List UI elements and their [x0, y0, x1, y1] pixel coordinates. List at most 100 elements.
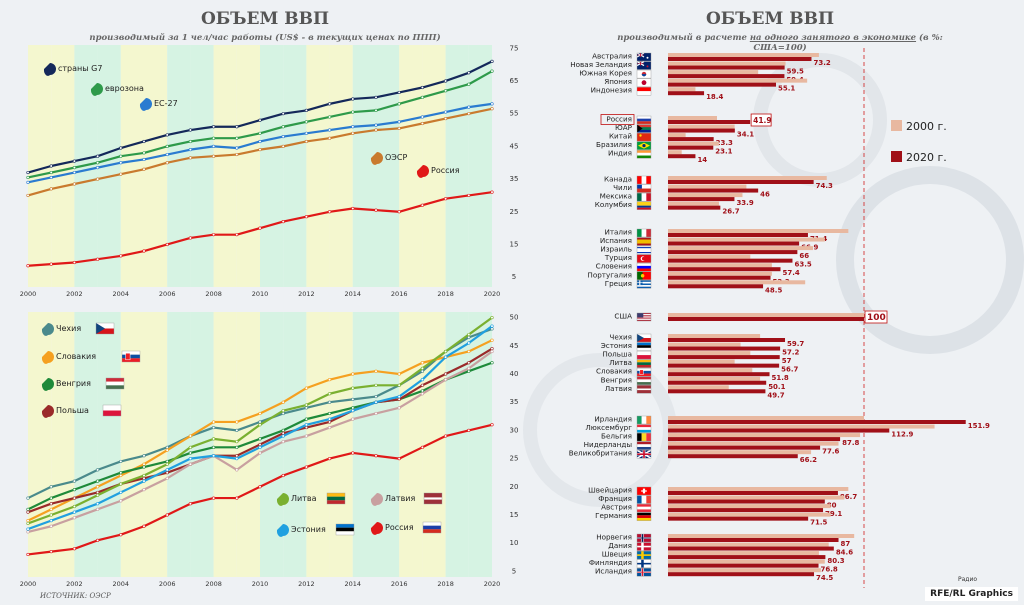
data-point-cz [351, 397, 355, 401]
data-point-ru [119, 533, 123, 537]
data-point-g7 [95, 154, 100, 158]
data-point-ez [258, 131, 262, 135]
data-point-ru [420, 445, 425, 449]
country-label: Австрия [601, 503, 632, 512]
data-point-g7 [328, 102, 332, 106]
data-point-g7 [258, 118, 262, 122]
data-point-eu [119, 161, 123, 165]
bar-2020 [668, 197, 735, 202]
bar-2000 [668, 334, 761, 338]
data-point-pl [444, 372, 448, 376]
bar-2020 [668, 508, 824, 513]
value-label: 79.1 [825, 510, 842, 518]
country-label: Турция [604, 253, 632, 262]
right-title: ОБЪЕМ ВВП [705, 9, 835, 29]
value-label: 57 [782, 357, 792, 365]
data-point-ez [212, 136, 216, 140]
data-point-g7 [420, 85, 425, 90]
data-point-lv [420, 392, 425, 396]
bar-2000 [668, 342, 741, 347]
data-point-sk [397, 372, 401, 376]
si-flag-icon [636, 263, 652, 272]
bar-2000 [668, 313, 864, 317]
data-point-oecd [188, 156, 192, 160]
data-point-russia [351, 206, 355, 211]
chart1-x-tick: 2000 [20, 290, 37, 298]
value-label: 87 [841, 540, 851, 548]
bar-2020 [668, 445, 821, 450]
data-point-russia [467, 193, 471, 198]
ch-flag-icon [636, 486, 652, 496]
chart1-stripe [329, 45, 353, 287]
mx-flag-icon [636, 192, 652, 202]
bar-2020 [668, 546, 834, 551]
bar-2020 [668, 205, 721, 210]
chart1-stripe [28, 45, 52, 287]
data-point-sk [235, 420, 239, 424]
bar-2000 [668, 416, 864, 420]
bar-2020 [668, 74, 785, 79]
data-point-cz [142, 454, 146, 458]
bar-2000 [668, 87, 696, 92]
bar-2000 [668, 150, 682, 155]
bar-2000 [668, 441, 839, 446]
data-point-lt [420, 366, 425, 370]
chart1-y-tick: 65 [510, 77, 519, 85]
is-flag-icon [636, 568, 652, 577]
hu-flag-icon [636, 376, 652, 385]
bar-2020 [668, 284, 764, 289]
data-point-ru [49, 550, 53, 554]
chart1-stripe [51, 45, 75, 287]
value-label: 18.4 [706, 93, 723, 101]
bar-2020 [668, 91, 705, 96]
bar-2000 [668, 385, 729, 390]
data-point-oecd [328, 136, 332, 140]
value-label: 14 [697, 156, 707, 164]
id-flag-icon [636, 86, 652, 96]
bar-2000 [668, 133, 686, 138]
data-point-ee [281, 434, 285, 438]
data-point-lv [444, 378, 448, 382]
data-point-russia [397, 210, 401, 214]
fr-flag-icon [636, 495, 652, 504]
data-point-eu [26, 180, 30, 184]
chart1-y-tick: 15 [510, 240, 519, 248]
data-point-ee [444, 355, 448, 359]
country-label: Нидерланды [584, 440, 633, 449]
data-point-eu [281, 134, 285, 139]
ru-flag-icon [636, 115, 652, 125]
country-label: Колумбия [595, 200, 632, 209]
country-label: Чили [613, 183, 632, 192]
data-point-ez [374, 108, 378, 113]
russia-highlight-box [600, 114, 635, 125]
country-label: Норвегия [596, 533, 632, 542]
data-point-ee [467, 341, 471, 345]
value-label: 46 [760, 191, 770, 199]
data-point-oecd [420, 121, 425, 126]
bar-2000 [668, 141, 719, 146]
data-point-lt [49, 513, 53, 517]
bar-2000 [668, 124, 735, 129]
chart2-stripe [399, 312, 423, 577]
data-point-lt [142, 473, 146, 478]
se-flag-icon [636, 550, 652, 560]
value-label: 84.6 [836, 549, 853, 557]
data-point-ru [467, 428, 471, 433]
chart1-y-tick: 75 [510, 44, 519, 52]
chart1-x-tick: 2010 [252, 290, 269, 298]
value-label: 56.7 [781, 366, 798, 374]
data-point-ez [281, 125, 285, 129]
data-point-oecd [212, 154, 216, 158]
value-label: 57.4 [783, 269, 800, 277]
legend-marker-hu [41, 378, 54, 391]
chart2-y-tick: 10 [510, 539, 519, 547]
gb-flag-icon [636, 449, 652, 459]
data-point-ee [258, 445, 262, 449]
country-label: Австралия [592, 52, 632, 61]
data-point-g7 [397, 90, 401, 95]
data-point-ez [119, 154, 123, 158]
data-point-ru [258, 485, 262, 489]
bar-2000 [668, 280, 806, 285]
bar-2000 [668, 559, 825, 564]
chart2-stripe [51, 312, 75, 577]
